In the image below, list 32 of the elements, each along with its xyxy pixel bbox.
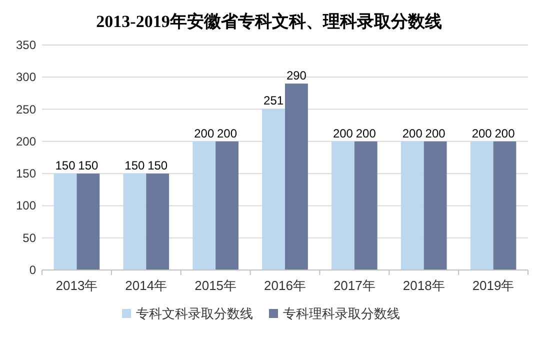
data-label: 200 — [332, 126, 353, 140]
ytick: 100 — [16, 198, 36, 213]
xtick: 2015年 — [194, 278, 237, 293]
data-label: 251 — [264, 94, 284, 108]
legend-label: 专科文科录取分数线 — [136, 306, 253, 321]
xtick: 2016年 — [264, 278, 306, 293]
data-label: 200 — [472, 126, 492, 140]
ytick: 0 — [29, 263, 36, 277]
data-label: 200 — [402, 126, 422, 140]
data-label: 150 — [55, 158, 76, 173]
title: 2013-2019年安徽省专科文科、理科录取分数线 — [96, 12, 442, 31]
data-label: 290 — [286, 68, 306, 83]
ytick: 150 — [16, 166, 36, 181]
data-label: 200 — [217, 126, 238, 140]
ytick: 50 — [22, 230, 36, 245]
ytick: 200 — [16, 134, 36, 148]
ytick: 300 — [16, 70, 36, 84]
xtick: 2014年 — [125, 278, 168, 293]
xtick: 2017年 — [333, 278, 376, 293]
data-label: 150 — [148, 158, 168, 173]
ytick: 350 — [16, 38, 36, 52]
data-label: 200 — [494, 126, 515, 140]
data-label: 200 — [425, 126, 446, 140]
data-label: 150 — [124, 158, 145, 173]
data-label: 150 — [78, 158, 98, 173]
data-label: 200 — [194, 126, 214, 140]
legend-label: 专科理科录取分数线 — [283, 306, 400, 321]
ytick: 250 — [16, 102, 36, 116]
xtick: 2013年 — [56, 278, 98, 293]
xtick: 2018年 — [402, 278, 445, 293]
data-label: 200 — [356, 126, 376, 140]
xtick: 2019年 — [472, 278, 514, 293]
